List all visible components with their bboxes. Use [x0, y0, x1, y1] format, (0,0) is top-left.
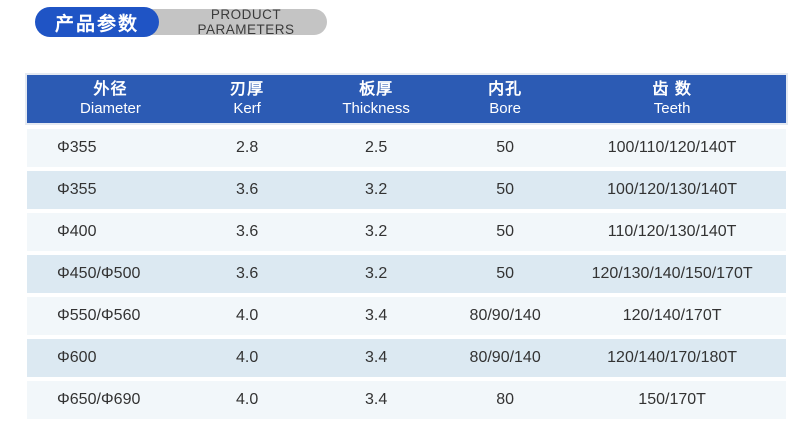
title-en-label: PRODUCT PARAMETERS: [197, 7, 295, 37]
cell-kerf: 3.6: [235, 223, 259, 240]
cell-kerf: 4.0: [235, 349, 259, 366]
header-cell-diameter: 外径 Diameter: [27, 80, 194, 119]
header-kerf-cn: 刃厚: [230, 80, 265, 98]
cell-diameter: Φ400: [57, 223, 97, 240]
header-thickness-cn: 板厚: [359, 80, 394, 98]
table-row: Φ650/Φ690 4.0 3.4 80 150/170T: [27, 381, 786, 419]
cell-teeth: 150/170T: [638, 391, 706, 408]
table-row: Φ355 3.6 3.2 50 100/120/130/140T: [27, 171, 786, 209]
cell-bore: 50: [496, 139, 515, 156]
cell-thickness: 3.2: [364, 265, 388, 282]
header-cell-kerf: 刃厚 Kerf: [194, 80, 300, 119]
cell-thickness: 3.4: [364, 391, 388, 408]
cell-teeth: 100/120/130/140T: [607, 181, 738, 198]
cell-bore: 50: [496, 223, 515, 240]
cell-kerf: 4.0: [235, 391, 259, 408]
cell-bore: 50: [496, 181, 515, 198]
header-diameter-cn: 外径: [93, 80, 128, 98]
cell-diameter: Φ600: [57, 349, 97, 366]
cell-teeth: 110/120/130/140T: [607, 223, 737, 240]
table-header-row: 外径 Diameter 刃厚 Kerf 板厚 Thickness 内孔 Bore…: [27, 75, 786, 123]
header-cell-teeth: 齿 数 Teeth: [558, 80, 786, 119]
cell-diameter: Φ550/Φ560: [57, 307, 141, 324]
cell-teeth: 120/140/170/180T: [607, 349, 738, 366]
header-thickness-en: Thickness: [342, 99, 410, 117]
cell-bore: 80: [496, 391, 515, 408]
table-row: Φ450/Φ500 3.6 3.2 50 120/130/140/150/170…: [27, 255, 786, 293]
title-cn-label: 产品参数: [54, 13, 139, 35]
header-bore-en: Bore: [489, 99, 521, 117]
cell-thickness: 3.2: [364, 223, 388, 240]
title-badge-cn: 产品参数: [35, 7, 159, 37]
cell-kerf: 3.6: [235, 181, 259, 198]
header-bore-cn: 内孔: [488, 80, 523, 98]
cell-bore: 50: [496, 265, 515, 282]
cell-kerf: 2.8: [235, 139, 259, 156]
header-teeth-cn: 齿 数: [652, 80, 692, 98]
cell-bore: 80/90/140: [469, 307, 541, 324]
cell-diameter: Φ450/Φ500: [57, 265, 141, 282]
header-diameter-en: Diameter: [80, 99, 141, 117]
cell-thickness: 3.4: [364, 349, 388, 366]
header-cell-bore: 内孔 Bore: [452, 80, 558, 119]
cell-diameter: Φ355: [57, 181, 97, 198]
cell-thickness: 3.4: [364, 307, 388, 324]
cell-thickness: 2.5: [364, 139, 388, 156]
cell-teeth: 120/140/170T: [622, 307, 722, 324]
table-row: Φ400 3.6 3.2 50 110/120/130/140T: [27, 213, 786, 251]
cell-kerf: 3.6: [235, 265, 259, 282]
table-row: Φ550/Φ560 4.0 3.4 80/90/140 120/140/170T: [27, 297, 786, 335]
table-row: Φ600 4.0 3.4 80/90/140 120/140/170/180T: [27, 339, 786, 377]
cell-thickness: 3.2: [364, 181, 388, 198]
table-row: Φ355 2.8 2.5 50 100/110/120/140T: [27, 129, 786, 167]
cell-kerf: 4.0: [235, 307, 259, 324]
header-teeth-en: Teeth: [653, 99, 691, 117]
header-kerf-en: Kerf: [233, 99, 261, 117]
cell-teeth: 120/130/140/150/170T: [591, 265, 753, 282]
cell-bore: 80/90/140: [469, 349, 541, 366]
header-cell-thickness: 板厚 Thickness: [300, 80, 452, 119]
cell-diameter: Φ650/Φ690: [57, 391, 141, 408]
cell-teeth: 100/110/120/140T: [607, 139, 737, 156]
cell-diameter: Φ355: [57, 139, 97, 156]
product-parameters-table: 外径 Diameter 刃厚 Kerf 板厚 Thickness 内孔 Bore…: [27, 75, 786, 423]
